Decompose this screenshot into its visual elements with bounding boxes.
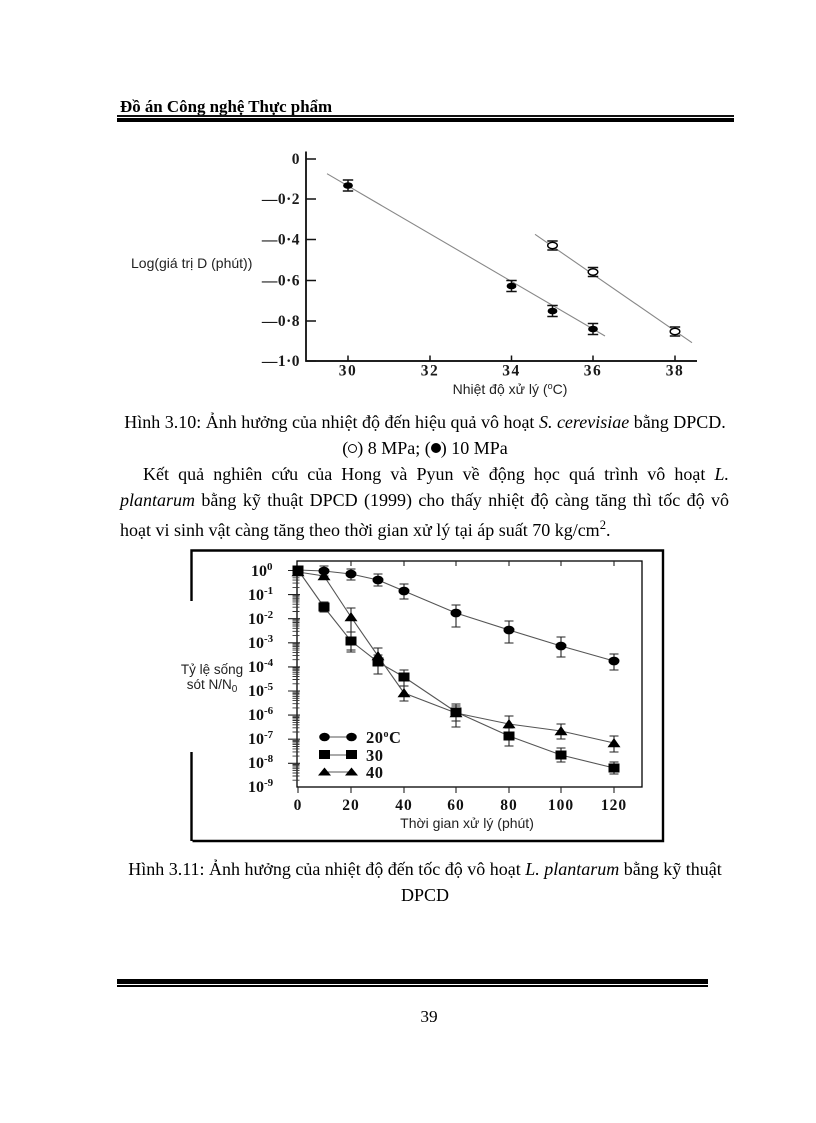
svg-text:36: 36 (584, 363, 603, 380)
svg-text:20: 20 (342, 797, 360, 814)
svg-text:20oC: 20oC (366, 728, 401, 747)
svg-text:100: 100 (548, 797, 574, 814)
svg-text:30: 30 (366, 746, 384, 765)
svg-text:—0·6: —0·6 (261, 273, 300, 290)
svg-text:sót N/N0: sót N/N0 (187, 677, 238, 695)
svg-text:60: 60 (447, 797, 465, 814)
svg-text:34: 34 (502, 363, 521, 380)
svg-text:10-9: 10-9 (248, 777, 274, 796)
svg-text:10-1: 10-1 (248, 585, 273, 604)
svg-text:40: 40 (395, 797, 413, 814)
svg-text:10-6: 10-6 (248, 705, 274, 724)
svg-text:0: 0 (292, 151, 300, 168)
svg-text:0: 0 (294, 797, 303, 814)
svg-text:10-7: 10-7 (248, 729, 274, 748)
svg-text:—0·8: —0·8 (261, 313, 300, 330)
svg-text:10-2: 10-2 (248, 609, 274, 628)
svg-text:Log(giá trị D (phút)): Log(giá trị D (phút)) (131, 255, 252, 271)
svg-text:10-5: 10-5 (248, 681, 274, 700)
svg-text:Thời gian xử lý (phút): Thời gian xử lý (phút) (400, 815, 534, 831)
svg-text:—1·0: —1·0 (261, 353, 300, 370)
svg-text:80: 80 (500, 797, 518, 814)
svg-text:Nhiệt độ xử lý (oC): Nhiệt độ xử lý (oC) (453, 381, 568, 397)
svg-text:38: 38 (666, 363, 685, 380)
svg-text:10-3: 10-3 (248, 633, 274, 652)
svg-text:—0·2: —0·2 (261, 191, 300, 208)
svg-text:30: 30 (339, 363, 358, 380)
svg-text:40: 40 (366, 763, 384, 782)
svg-text:120: 120 (601, 797, 627, 814)
svg-text:10-4: 10-4 (248, 657, 274, 676)
svg-text:—0·4: —0·4 (261, 232, 300, 249)
svg-text:100: 100 (251, 561, 273, 580)
svg-text:32: 32 (421, 363, 440, 380)
svg-text:Tỷ lệ sống: Tỷ lệ sống (181, 662, 243, 677)
svg-text:10-8: 10-8 (248, 753, 274, 772)
